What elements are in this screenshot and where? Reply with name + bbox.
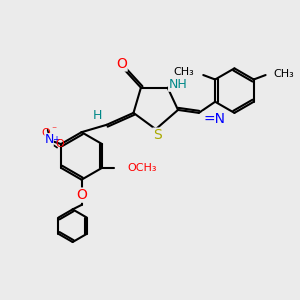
Text: O: O xyxy=(76,188,87,202)
Text: O: O xyxy=(56,139,64,149)
Text: H: H xyxy=(93,110,103,122)
Text: CH₃: CH₃ xyxy=(174,67,194,77)
Text: +: + xyxy=(52,135,60,145)
Text: CH₃: CH₃ xyxy=(273,69,294,79)
Text: NH: NH xyxy=(169,78,188,91)
Text: S: S xyxy=(153,128,162,142)
Text: N: N xyxy=(44,133,54,146)
Text: =N: =N xyxy=(203,112,225,126)
Text: O: O xyxy=(42,128,50,138)
Text: OCH₃: OCH₃ xyxy=(127,163,157,173)
Text: O: O xyxy=(116,57,127,71)
Text: ⁻: ⁻ xyxy=(52,125,57,135)
